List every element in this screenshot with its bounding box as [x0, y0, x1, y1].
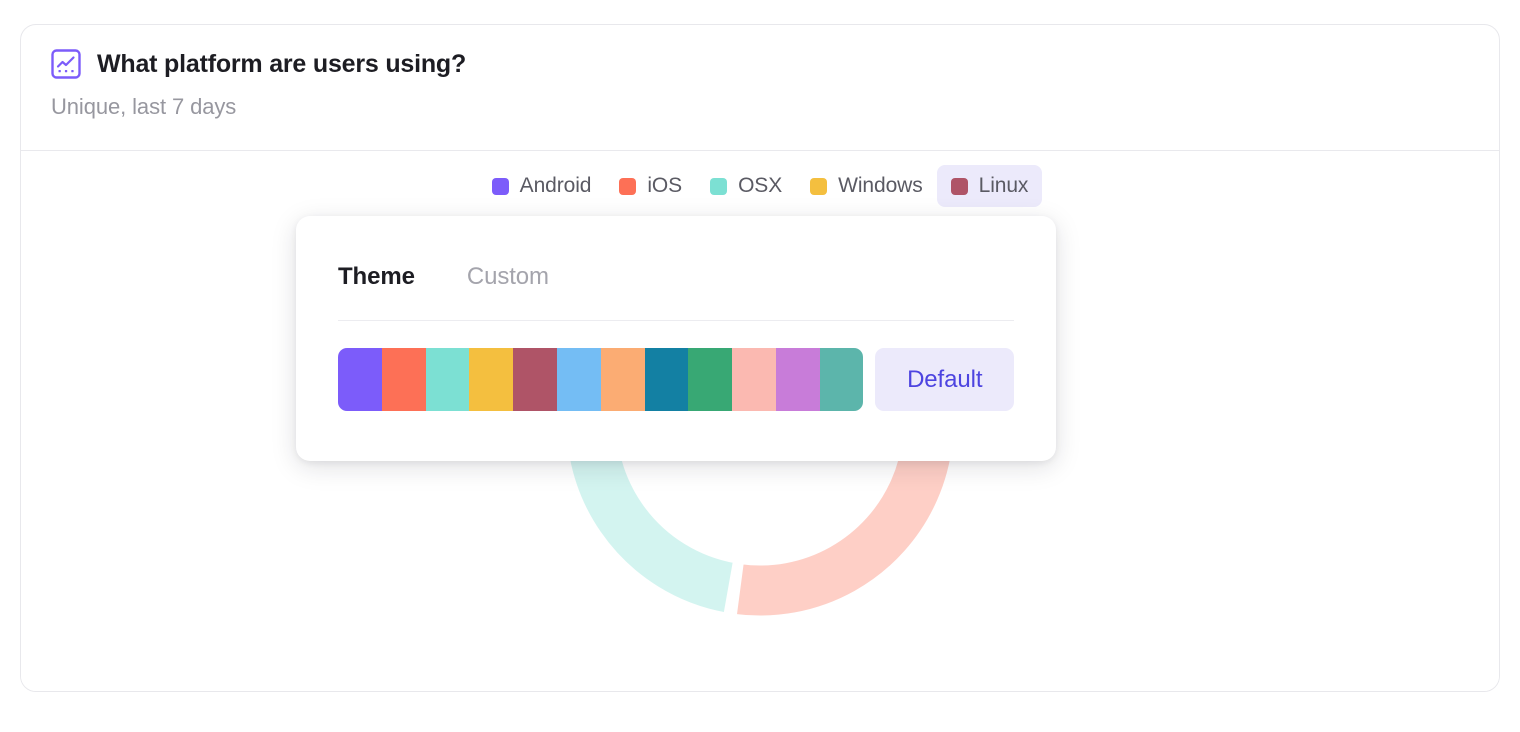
legend-item-windows[interactable]: Windows	[796, 165, 937, 207]
palette-swatch[interactable]	[425, 348, 470, 411]
legend-item-label: iOS	[647, 174, 683, 197]
legend-item-android[interactable]: Android	[478, 165, 606, 207]
tab-custom[interactable]: Custom	[466, 263, 549, 290]
legend-item-label: Linux	[978, 174, 1029, 197]
palette-swatch[interactable]	[732, 348, 776, 411]
legend-swatch-icon	[710, 177, 728, 195]
legend-item-label: OSX	[738, 174, 783, 197]
palette-swatch-strip[interactable]	[338, 348, 864, 411]
palette-swatch[interactable]	[775, 348, 820, 411]
chart-legend: Android iOS OSX Windows Linux	[21, 165, 1499, 207]
card-header: What platform are users using? Unique, l…	[21, 25, 1499, 151]
palette-swatch[interactable]	[338, 348, 382, 411]
popup-divider	[338, 320, 1014, 321]
card-title-row: What platform are users using?	[51, 49, 1469, 79]
palette-swatch[interactable]	[469, 348, 514, 411]
default-palette-button[interactable]: Default	[875, 348, 1014, 411]
popup-tab-bar: Theme Custom	[338, 216, 1014, 320]
palette-swatch[interactable]	[688, 348, 733, 411]
line-chart-icon	[51, 49, 81, 79]
legend-item-label: Android	[519, 174, 592, 197]
page-title: What platform are users using?	[97, 50, 467, 78]
card-subtitle: Unique, last 7 days	[51, 94, 237, 119]
legend-item-label: Windows	[838, 174, 923, 197]
theme-picker-popup: Theme Custom	[296, 216, 1056, 461]
popup-content: Default	[338, 321, 1014, 411]
palette-swatch[interactable]	[381, 348, 426, 411]
legend-swatch-icon	[950, 177, 968, 195]
palette-swatch[interactable]	[819, 348, 864, 411]
analytics-card: What platform are users using? Unique, l…	[20, 24, 1500, 692]
palette-swatch[interactable]	[600, 348, 645, 411]
legend-swatch-icon	[491, 177, 509, 195]
legend-swatch-icon	[810, 177, 828, 195]
legend-item-linux[interactable]: Linux	[936, 165, 1043, 207]
legend-item-ios[interactable]: iOS	[605, 165, 696, 207]
palette-swatch[interactable]	[644, 348, 689, 411]
legend-item-osx[interactable]: OSX	[696, 165, 796, 207]
tab-theme[interactable]: Theme	[338, 263, 415, 290]
palette-swatch[interactable]	[513, 348, 557, 411]
legend-swatch-icon	[619, 177, 637, 195]
palette-swatch[interactable]	[556, 348, 601, 411]
card-body: Android iOS OSX Windows Linux	[21, 151, 1499, 691]
